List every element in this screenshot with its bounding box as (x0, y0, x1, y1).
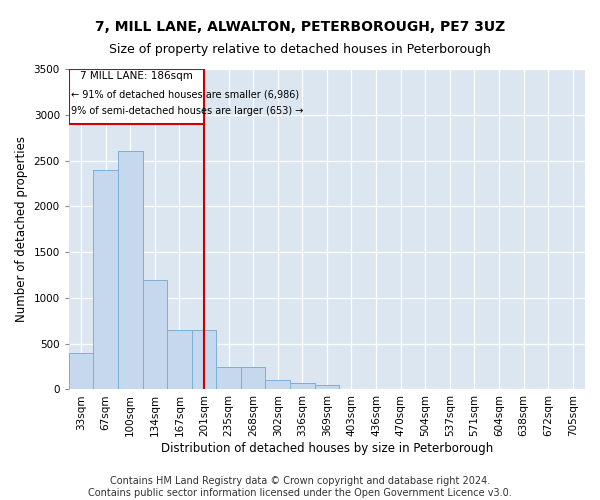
Bar (143, 280, 167, 390)
Text: Contains HM Land Registry data © Crown copyright and database right 2024.
Contai: Contains HM Land Registry data © Crown c… (88, 476, 512, 498)
Text: Size of property relative to detached houses in Peterborough: Size of property relative to detached ho… (109, 42, 491, 56)
X-axis label: Distribution of detached houses by size in Peterborough: Distribution of detached houses by size … (161, 442, 493, 455)
Text: 7 MILL LANE: 186sqm: 7 MILL LANE: 186sqm (80, 72, 193, 82)
Bar (314, 385, 339, 390)
Bar (69, 69, 204, 124)
Bar (94, 170, 118, 390)
Bar (69, 353, 94, 390)
Text: ← 91% of detached houses are smaller (6,986): ← 91% of detached houses are smaller (6,… (71, 90, 299, 100)
Y-axis label: Number of detached properties: Number of detached properties (15, 136, 28, 322)
Bar (192, 330, 217, 390)
Bar (118, 152, 143, 390)
Text: 7, MILL LANE, ALWALTON, PETERBOROUGH, PE7 3UZ: 7, MILL LANE, ALWALTON, PETERBOROUGH, PE… (95, 20, 505, 34)
Bar (265, 380, 290, 390)
Bar (167, 330, 192, 390)
Text: 9% of semi-detached houses are larger (653) →: 9% of semi-detached houses are larger (6… (71, 106, 304, 116)
Bar (290, 383, 314, 390)
Bar (217, 366, 241, 390)
Bar (241, 366, 265, 390)
